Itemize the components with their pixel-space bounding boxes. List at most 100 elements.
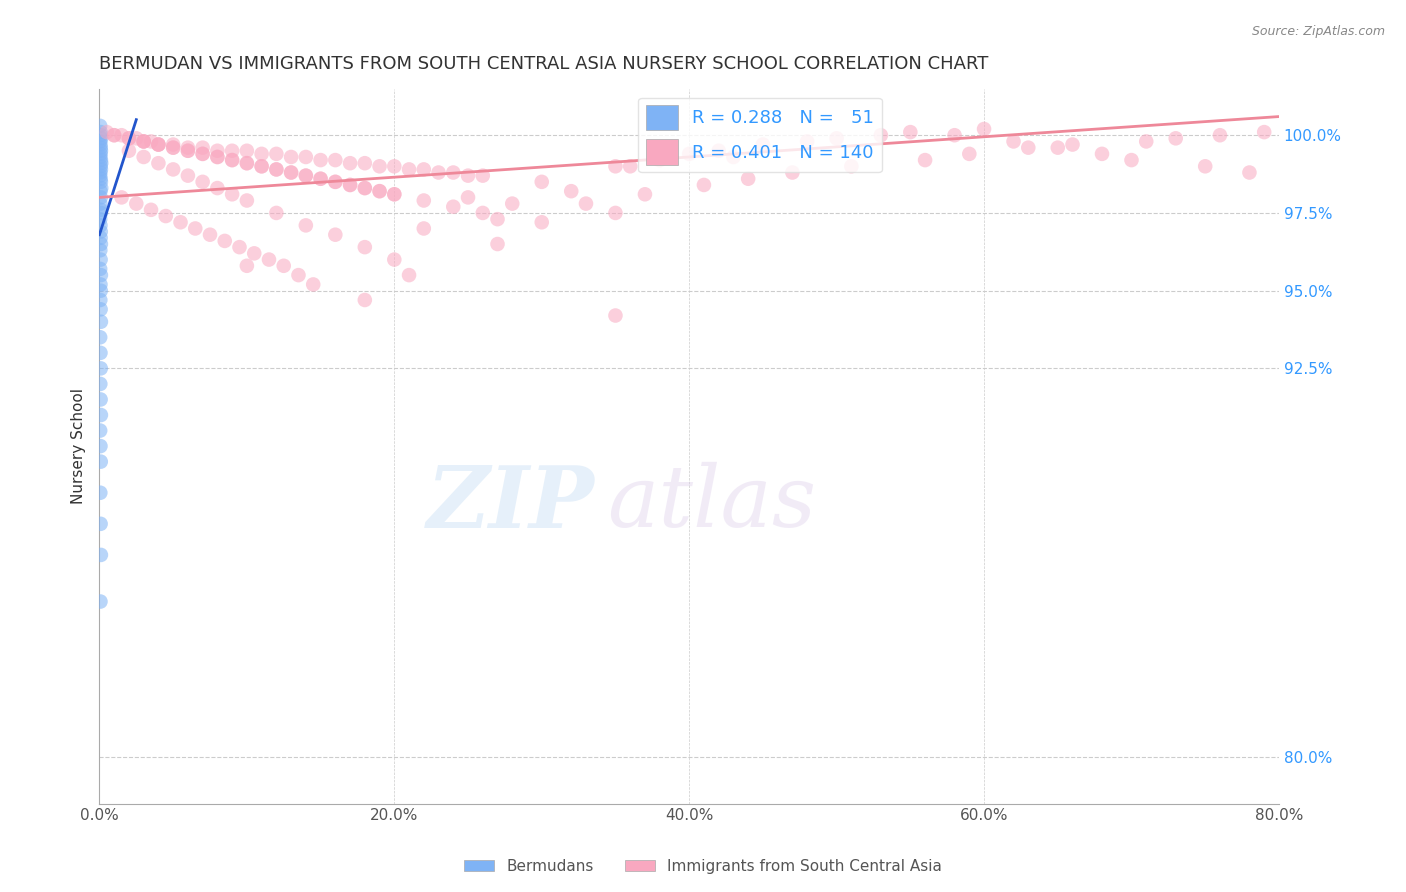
- Point: [90, 147, 112, 161]
- Point: [266, 206, 288, 220]
- Point: [148, 137, 170, 152]
- Point: [737, 171, 759, 186]
- Point: [125, 131, 148, 145]
- Point: [90, 206, 112, 220]
- Point: [339, 156, 361, 170]
- Point: [619, 159, 641, 173]
- Point: [89, 346, 111, 360]
- Point: [221, 144, 243, 158]
- Legend: Bermudans, Immigrants from South Central Asia: Bermudans, Immigrants from South Central…: [458, 853, 948, 880]
- Point: [457, 190, 479, 204]
- Point: [198, 227, 221, 242]
- Point: [90, 202, 112, 217]
- Point: [90, 171, 112, 186]
- Point: [457, 169, 479, 183]
- Point: [139, 135, 162, 149]
- Point: [236, 144, 259, 158]
- Point: [90, 284, 112, 298]
- Text: Source: ZipAtlas.com: Source: ZipAtlas.com: [1251, 25, 1385, 38]
- Point: [1002, 135, 1025, 149]
- Point: [125, 196, 148, 211]
- Point: [266, 162, 288, 177]
- Point: [605, 159, 627, 173]
- Point: [90, 141, 112, 155]
- Point: [782, 165, 804, 179]
- Point: [353, 156, 375, 170]
- Point: [693, 178, 716, 192]
- Point: [250, 147, 273, 161]
- Point: [869, 128, 891, 143]
- Point: [1253, 125, 1275, 139]
- Point: [132, 135, 155, 149]
- Point: [118, 131, 141, 145]
- Text: BERMUDAN VS IMMIGRANTS FROM SOUTH CENTRAL ASIA NURSERY SCHOOL CORRELATION CHART: BERMUDAN VS IMMIGRANTS FROM SOUTH CENTRA…: [100, 55, 988, 73]
- Point: [287, 268, 309, 282]
- Point: [89, 594, 111, 608]
- Point: [103, 128, 125, 143]
- Point: [89, 119, 111, 133]
- Point: [90, 548, 112, 562]
- Point: [957, 147, 980, 161]
- Point: [148, 137, 170, 152]
- Point: [90, 144, 112, 158]
- Point: [236, 194, 259, 208]
- Point: [841, 159, 863, 173]
- Point: [90, 252, 112, 267]
- Point: [207, 181, 229, 195]
- Legend: R = 0.288   N =   51, R = 0.401   N = 140: R = 0.288 N = 51, R = 0.401 N = 140: [638, 97, 882, 172]
- Point: [295, 169, 318, 183]
- Point: [177, 144, 200, 158]
- Point: [678, 147, 700, 161]
- Point: [191, 147, 214, 161]
- Point: [90, 128, 112, 143]
- Point: [228, 240, 250, 254]
- Point: [266, 147, 288, 161]
- Point: [89, 196, 111, 211]
- Point: [441, 200, 464, 214]
- Point: [148, 156, 170, 170]
- Point: [398, 268, 420, 282]
- Point: [530, 215, 553, 229]
- Point: [89, 212, 111, 227]
- Point: [89, 169, 111, 183]
- Point: [90, 268, 112, 282]
- Point: [90, 408, 112, 422]
- Point: [605, 309, 627, 323]
- Point: [353, 240, 375, 254]
- Point: [90, 159, 112, 173]
- Point: [90, 231, 112, 245]
- Point: [90, 156, 112, 170]
- Point: [162, 141, 184, 155]
- Point: [96, 125, 118, 139]
- Point: [89, 244, 111, 258]
- Point: [1239, 165, 1261, 179]
- Point: [707, 144, 730, 158]
- Point: [221, 153, 243, 167]
- Point: [207, 150, 229, 164]
- Point: [89, 219, 111, 233]
- Point: [89, 424, 111, 438]
- Point: [89, 165, 111, 179]
- Point: [90, 153, 112, 167]
- Point: [382, 252, 405, 267]
- Point: [382, 159, 405, 173]
- Point: [412, 194, 434, 208]
- Point: [90, 131, 112, 145]
- Point: [280, 150, 302, 164]
- Point: [169, 215, 191, 229]
- Point: [368, 184, 391, 198]
- Point: [302, 277, 325, 292]
- Point: [236, 156, 259, 170]
- Point: [427, 165, 450, 179]
- Point: [325, 153, 347, 167]
- Point: [914, 153, 936, 167]
- Point: [221, 153, 243, 167]
- Point: [1121, 153, 1143, 167]
- Point: [90, 455, 112, 469]
- Point: [309, 171, 332, 186]
- Point: [89, 261, 111, 276]
- Point: [295, 219, 318, 233]
- Point: [118, 144, 141, 158]
- Point: [1062, 137, 1084, 152]
- Point: [243, 246, 266, 260]
